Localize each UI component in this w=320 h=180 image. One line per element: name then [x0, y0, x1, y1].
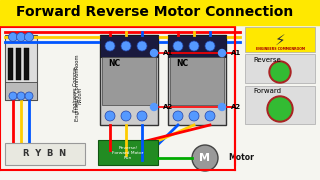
Circle shape: [219, 103, 226, 111]
Circle shape: [105, 41, 115, 51]
Text: R  Y  B  N: R Y B N: [23, 150, 67, 159]
Circle shape: [205, 111, 215, 121]
Bar: [16, 48, 21, 80]
Circle shape: [173, 111, 183, 121]
Bar: [5, 82, 37, 100]
Bar: [168, 35, 226, 57]
Bar: [100, 35, 158, 57]
Bar: [24, 48, 29, 80]
Circle shape: [267, 96, 293, 122]
Bar: [0, 0, 320, 25]
Text: Forward Reverse Motor Connection: Forward Reverse Motor Connection: [16, 6, 294, 19]
Circle shape: [150, 50, 157, 57]
Text: A2: A2: [163, 104, 173, 110]
Bar: [5, 35, 37, 100]
Circle shape: [105, 111, 115, 121]
Circle shape: [173, 41, 183, 51]
Circle shape: [150, 103, 157, 111]
Bar: [98, 140, 158, 165]
Bar: [0, 25, 320, 180]
Text: NC: NC: [108, 58, 120, 68]
Circle shape: [121, 41, 131, 51]
Text: Engineers Commo: Engineers Commo: [73, 68, 77, 112]
Bar: [102, 57, 156, 105]
Circle shape: [137, 111, 147, 121]
Text: nRoom: nRoom: [77, 86, 83, 104]
Text: ⚡: ⚡: [275, 33, 285, 48]
Bar: [170, 57, 224, 105]
Circle shape: [189, 41, 199, 51]
Text: Reverse/
Forward Motor
Run: Reverse/ Forward Motor Run: [112, 146, 144, 160]
Circle shape: [137, 41, 147, 51]
Bar: [245, 27, 315, 52]
Text: A1: A1: [231, 50, 241, 56]
Text: M: M: [199, 153, 211, 163]
Circle shape: [269, 61, 291, 83]
Circle shape: [189, 111, 199, 121]
Bar: [5, 143, 85, 165]
Circle shape: [25, 33, 34, 42]
Bar: [245, 86, 315, 124]
Circle shape: [219, 50, 226, 57]
Circle shape: [9, 92, 17, 100]
Circle shape: [271, 63, 289, 81]
Bar: [8, 48, 13, 80]
Text: Motor: Motor: [228, 154, 254, 163]
Circle shape: [17, 33, 26, 42]
Circle shape: [205, 41, 215, 51]
Text: ENGINEERS COMMONROOM: ENGINEERS COMMONROOM: [255, 47, 305, 51]
Circle shape: [9, 33, 18, 42]
Circle shape: [17, 92, 25, 100]
Circle shape: [121, 111, 131, 121]
Text: Reverse: Reverse: [253, 57, 281, 63]
Bar: [168, 35, 226, 125]
Circle shape: [192, 145, 218, 171]
Text: A2: A2: [231, 104, 241, 110]
Text: NC: NC: [176, 58, 188, 68]
Text: Forward: Forward: [253, 88, 281, 94]
Text: Engineers CommonRoom: Engineers CommonRoom: [76, 55, 81, 121]
Circle shape: [269, 98, 291, 120]
Text: A1: A1: [163, 50, 173, 56]
Bar: [245, 54, 315, 83]
Circle shape: [25, 92, 33, 100]
Bar: [100, 35, 158, 125]
